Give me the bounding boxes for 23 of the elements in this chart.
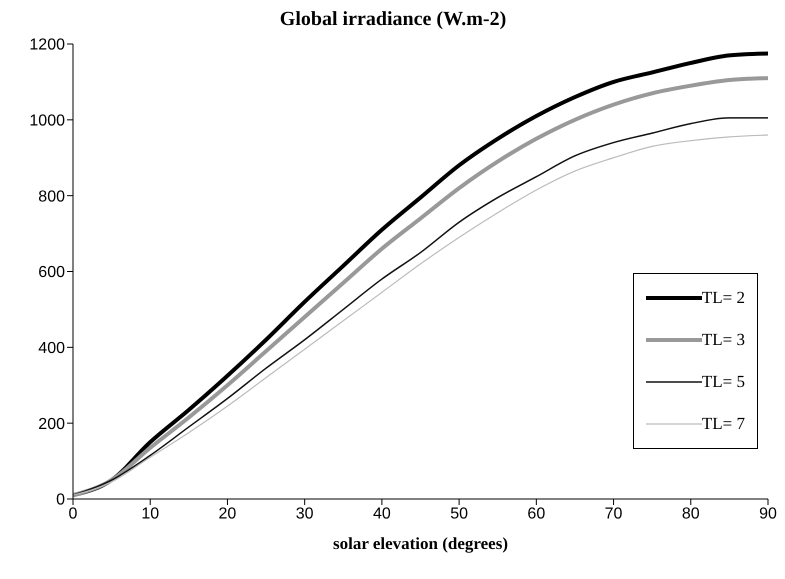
x-tick-label: 30 [296, 505, 314, 522]
y-tick-label: 0 [56, 492, 66, 509]
x-tick-label: 10 [141, 505, 160, 522]
x-tick-label: 90 [759, 505, 777, 522]
y-tick-label: 200 [38, 416, 66, 433]
y-tick-label: 800 [38, 188, 66, 206]
x-tick-label: 40 [372, 505, 391, 522]
y-tick-label: 1200 [29, 36, 66, 54]
y-tick-label: 600 [38, 264, 66, 282]
chart-title: Global irradiance (W.m-2) [278, 8, 508, 32]
x-axis-title: solar elevation (degrees) [333, 534, 508, 553]
legend-label: TL= 2 [702, 288, 745, 308]
x-tick-label: 20 [218, 505, 236, 522]
legend-label: TL= 5 [702, 372, 745, 392]
x-tick-label: 70 [604, 505, 623, 522]
y-tick-label: 1000 [29, 112, 66, 130]
y-tick-label: 400 [38, 340, 66, 358]
x-tick-label: 0 [68, 505, 78, 522]
x-tick-label: 50 [450, 505, 468, 522]
legend-label: TL= 3 [702, 330, 745, 350]
legend-label: TL= 7 [702, 414, 745, 434]
x-tick-label: 60 [527, 505, 546, 522]
x-tick-label: 80 [682, 505, 700, 522]
